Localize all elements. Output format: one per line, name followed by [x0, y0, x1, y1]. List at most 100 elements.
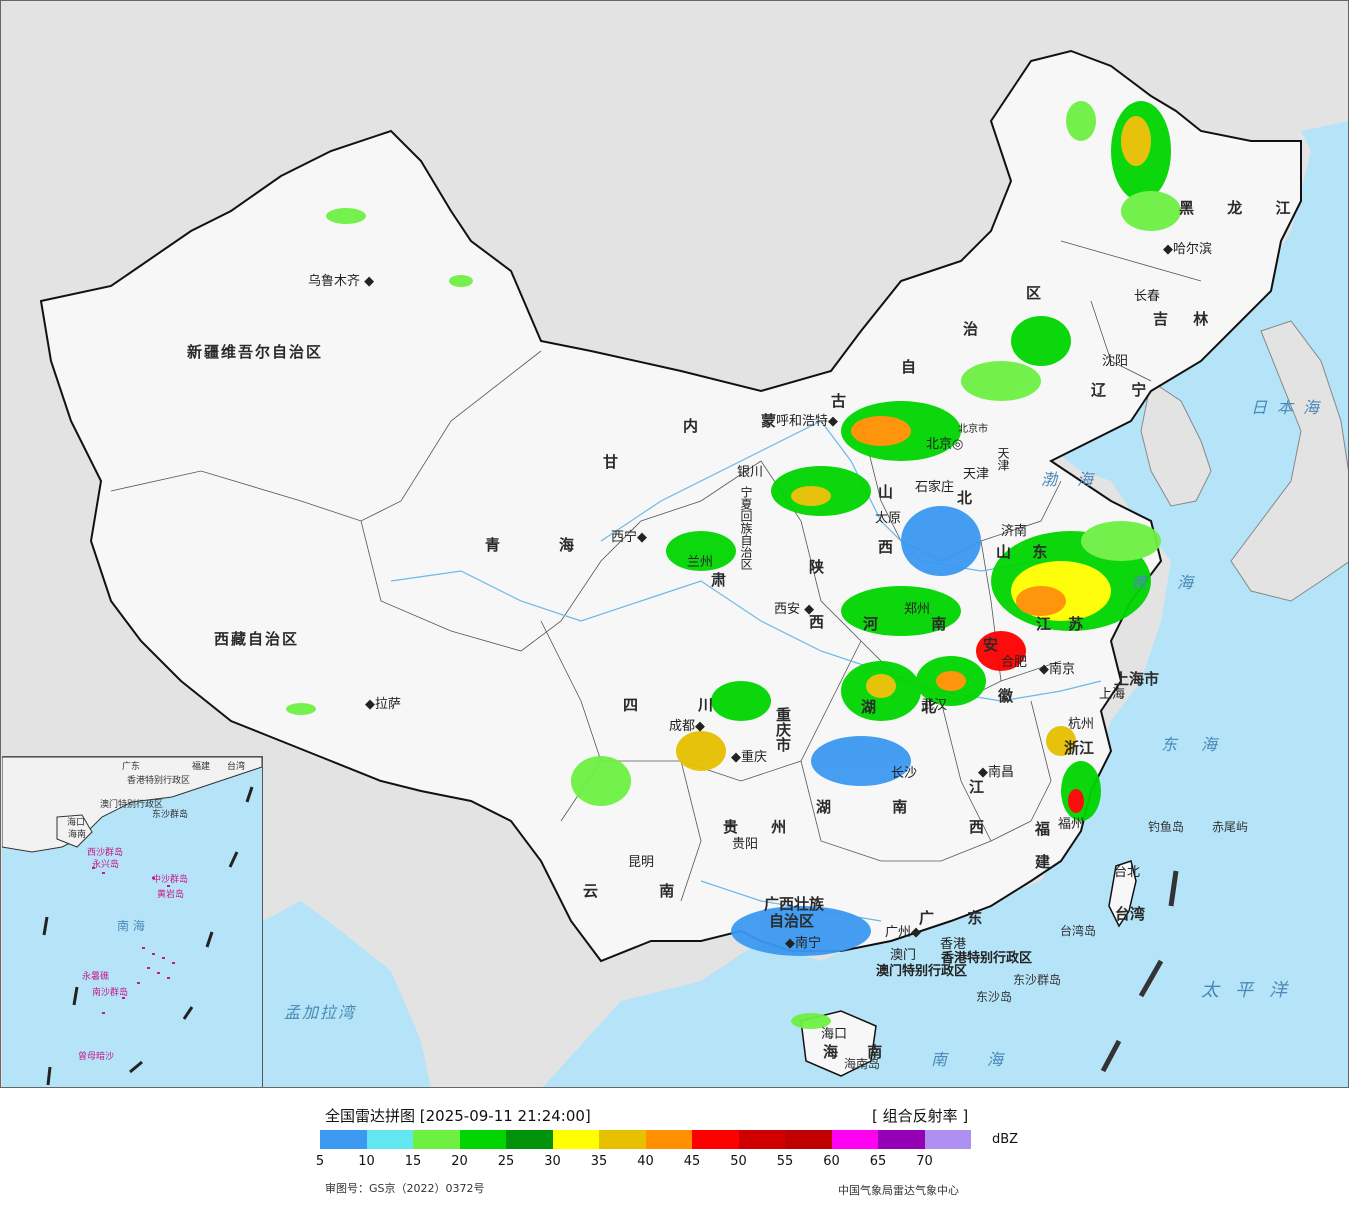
region-hongkong: 香港特别行政区 [941, 951, 1033, 966]
color-swatch [878, 1130, 925, 1149]
province-fujian-2: 建 [1035, 853, 1051, 871]
radar-echoes [286, 101, 1181, 1029]
scale-tick-label: 10 [358, 1154, 375, 1169]
city-nanchang: ◆南昌 [978, 765, 1015, 780]
province-fujian-1: 福 [1035, 820, 1051, 838]
producer-credit: 中国气象局雷达气象中心 [838, 1184, 959, 1197]
approval-number: 审图号：GS京（2022）0372号 [325, 1182, 485, 1195]
inset-huangyan: 黄岩岛 [157, 890, 185, 900]
inset-guangdong: 广东 [122, 762, 141, 772]
color-swatch [738, 1130, 785, 1149]
island-chiwei: 赤尾屿 [1212, 820, 1249, 834]
inset-fujian: 福建 [192, 762, 211, 772]
city-fuzhou: 福州 [1058, 817, 1085, 832]
province-nmg-4: 自 [901, 358, 917, 376]
color-swatch [366, 1130, 413, 1149]
color-swatch [413, 1130, 460, 1149]
color-swatch [831, 1130, 878, 1149]
city-nanning: ◆南宁 [785, 936, 822, 951]
city-harbin: ◆哈尔滨 [1163, 242, 1213, 257]
city-zhengzhou: 郑州 [904, 602, 931, 617]
sea-bohai: 渤海 [1041, 470, 1114, 489]
city-jinan: 济南 [1001, 524, 1028, 539]
city-kunming: 昆明 [628, 855, 655, 870]
japan-land [1230, 320, 1348, 602]
region-macau: 澳门特别行政区 [876, 964, 968, 979]
province-nmg-3: 古 [831, 392, 847, 410]
province-hubei: 湖 北 [861, 698, 957, 716]
province-jiangxi-1: 江 [969, 778, 985, 796]
province-shanxi-2: 西 [878, 538, 894, 556]
sea-east: 东海 [1161, 735, 1242, 754]
city-hohhot: 呼和浩特◆ [776, 414, 839, 429]
province-shaanxi-1: 陕 [809, 558, 825, 576]
inset-canvas [2, 757, 262, 1086]
province-shanxi-1: 山 [878, 483, 894, 501]
city-macau: 澳门 [890, 948, 917, 963]
province-chongqing: 重庆市 [774, 707, 792, 752]
maritime-boundary-dashes [1100, 870, 1179, 1073]
province-guangxi-2: 自治区 [769, 912, 815, 930]
province-nmg-1: 内 [683, 417, 699, 435]
map-canvas [39, 49, 1348, 1087]
city-changchun: 长春 [1134, 289, 1161, 304]
color-scale-ticks: 5 10 15 20 25 30 35 40 45 50 55 60 65 70 [305, 1154, 965, 1174]
inset-zhongsha: 中沙群岛 [152, 875, 189, 885]
city-tianjin: 天津 [963, 467, 990, 482]
province-gansu-1: 甘 [603, 453, 619, 471]
inset-nansha: 南沙群岛 [92, 988, 129, 998]
city-lanzhou: 兰州 [687, 555, 714, 570]
province-anhui-1: 安 [983, 636, 999, 654]
city-guangzhou: 广州◆ [885, 925, 922, 940]
province-guizhou: 贵 州 [723, 818, 801, 836]
sea-pacific: 太平洋 [1201, 980, 1303, 1001]
inset-hainan: 海南 [68, 830, 87, 840]
color-swatch [459, 1130, 506, 1149]
city-guiyang: 贵阳 [732, 837, 759, 852]
province-tibet: 西藏自治区 [214, 630, 300, 648]
province-henan: 河 南 [863, 615, 971, 633]
scale-tick-label: 70 [916, 1154, 933, 1169]
inset-haikou: 海口 [67, 818, 86, 828]
province-yunnan: 云 南 [583, 882, 703, 900]
color-swatch [785, 1130, 832, 1149]
island-taiwan: 台湾岛 [1060, 924, 1097, 938]
island-hainan: 海南岛 [844, 1057, 881, 1071]
city-yinchuan: 银川 [737, 465, 764, 480]
city-changsha: 长沙 [891, 766, 918, 781]
province-hunan: 湖 南 [816, 798, 936, 816]
province-guangdong: 广 东 [919, 909, 997, 927]
city-hefei: 合肥 [1001, 655, 1028, 670]
scale-tick-label: 55 [776, 1154, 794, 1169]
city-xian: 西安 ◆ [774, 602, 815, 617]
inset-nanhai: 南 海 [117, 919, 145, 933]
city-shanghai: 上海 [1099, 687, 1126, 702]
province-heilongjiang: 黑 龙 江 [1179, 199, 1305, 217]
city-nanjing: ◆南京 [1039, 662, 1076, 677]
city-taipei: 台北 [1114, 865, 1141, 880]
inset-yongshu: 永暑礁 [82, 972, 110, 982]
province-anhui-2: 徽 [998, 687, 1014, 705]
scale-tick-label: 15 [404, 1154, 422, 1169]
color-swatch [552, 1130, 599, 1149]
inset-islands [92, 867, 175, 1014]
city-lhasa: ◆拉萨 [365, 697, 402, 712]
province-qinghai-1: 青 [485, 536, 501, 554]
province-nmg-5: 治 [963, 320, 979, 338]
city-beijing: 北京◎ [926, 437, 964, 452]
city-shenyang: 沈阳 [1102, 354, 1129, 369]
city-wuhan: 武汉 [921, 698, 948, 713]
scale-tick-label: 30 [544, 1154, 561, 1169]
color-swatch [924, 1130, 971, 1149]
province-nmg-6: 区 [1026, 284, 1042, 302]
province-sichuan-2: 川 [698, 696, 714, 714]
region-beijing: 北京市 [958, 424, 988, 435]
island-dongsha-qundao: 东沙群岛 [1013, 973, 1062, 987]
city-chongqing: ◆重庆 [731, 750, 768, 765]
province-guangxi-1: 广西壮族 [764, 895, 825, 913]
inset-hainan [56, 814, 93, 848]
legend-unit: dBZ [992, 1132, 1019, 1147]
inset-zengmu: 曾母暗沙 [78, 1052, 115, 1062]
inset-yongxing: 永兴岛 [92, 860, 120, 870]
color-swatch [320, 1130, 367, 1149]
